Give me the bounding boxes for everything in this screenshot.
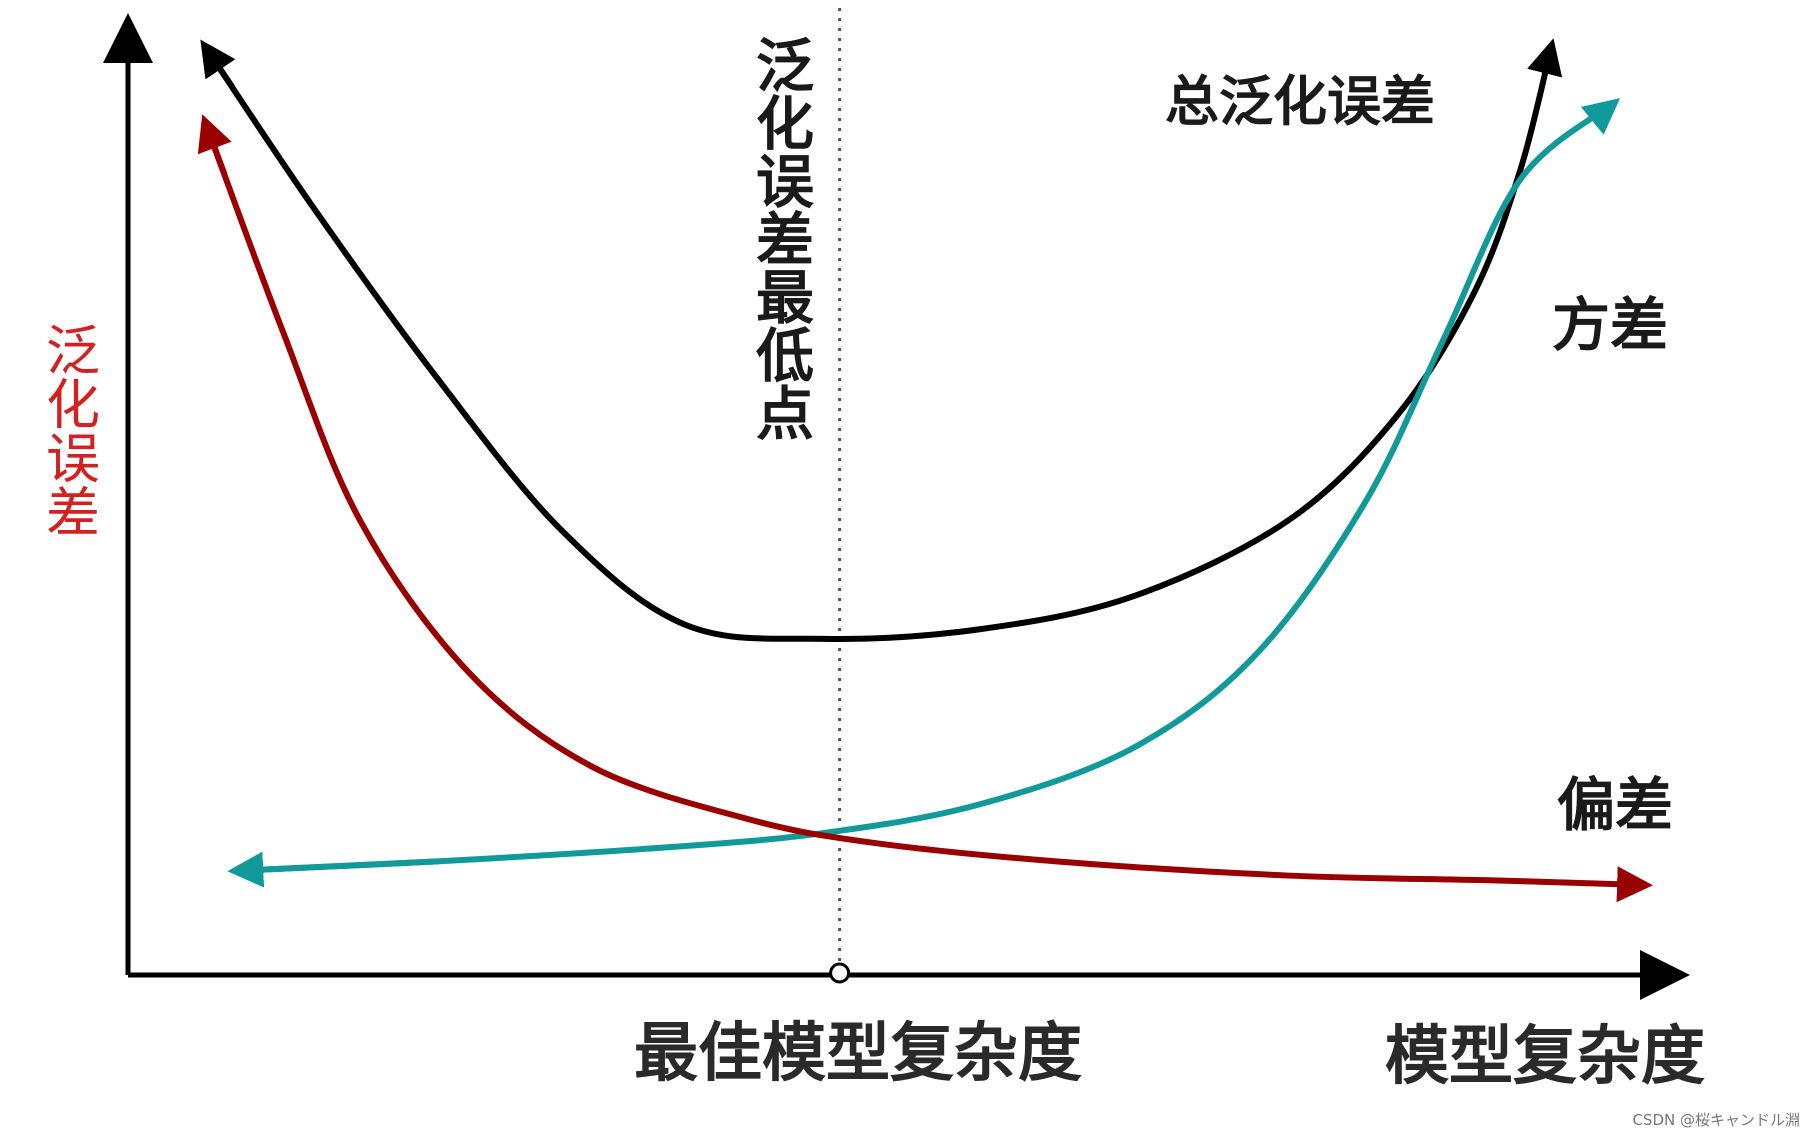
optimal-complexity-marker <box>829 962 851 984</box>
legend-label-bias: 偏差 <box>1557 771 1673 839</box>
y-axis-label: 泛化误差 <box>37 322 100 538</box>
series-line-bias <box>202 119 1654 903</box>
x-axis-label: 模型复杂度 <box>1385 1020 1705 1094</box>
optimal-complexity-label: 最佳模型复杂度 <box>634 1017 1082 1091</box>
minimum-point-annotation: 泛化误差最低点 <box>746 35 814 441</box>
series-arrow-total-error-left <box>200 39 236 89</box>
variance-left-arrow <box>227 851 441 888</box>
series-arrow-bias-left <box>197 114 232 176</box>
series-line-total-error <box>202 38 1563 642</box>
watermark: CSDN @桜キャンドル淵 <box>1632 1111 1800 1129</box>
series-line-variance <box>233 98 1621 874</box>
legend-label-variance: 方差 <box>1552 291 1668 359</box>
legend-label-total-error: 总泛化误差 <box>1165 70 1435 133</box>
